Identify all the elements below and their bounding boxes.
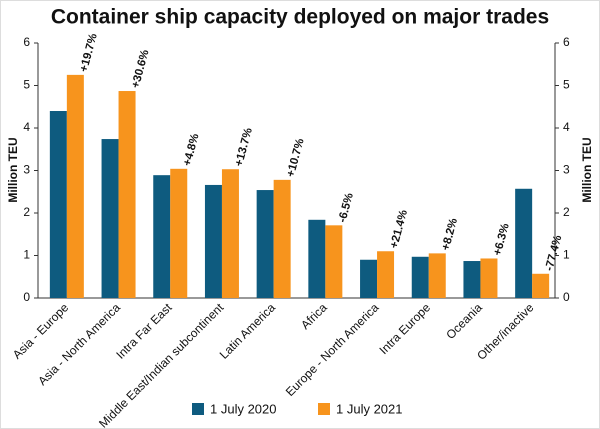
bar — [360, 259, 378, 298]
annotation: +10.7% — [285, 137, 307, 178]
bar — [428, 253, 446, 298]
x-tick-label: Latin America — [217, 300, 279, 362]
annotation: +4.8% — [181, 132, 201, 167]
chart-title: Container ship capacity deployed on majo… — [51, 6, 549, 29]
annotation: +13.7% — [233, 127, 255, 168]
y-tick-label: 0 — [23, 290, 30, 304]
y-axis-label: Million TEU — [6, 137, 20, 202]
y2-tick-label: 6 — [563, 35, 570, 49]
x-tick-label: Oceania — [443, 300, 485, 342]
y-tick-label: 2 — [23, 205, 30, 219]
y2-tick-label: 5 — [563, 78, 570, 92]
annotation: -77.4% — [543, 234, 564, 272]
y2-tick-label: 3 — [563, 163, 570, 177]
bar — [480, 258, 498, 298]
bar — [204, 184, 222, 298]
bar — [170, 168, 188, 298]
annotation: +19.7% — [78, 32, 100, 73]
legend-swatch — [192, 403, 204, 415]
y2-axis-label: Million TEU — [580, 137, 594, 202]
bar — [49, 111, 67, 298]
y-tick-label: 4 — [23, 120, 30, 134]
x-tick-label: Africa — [298, 300, 330, 332]
annotation: +21.4% — [388, 209, 410, 250]
annotation: +6.3% — [492, 222, 512, 257]
bar — [515, 188, 533, 298]
bar — [66, 74, 84, 298]
y2-tick-label: 0 — [563, 290, 570, 304]
x-tick-label: Europe - North America — [283, 300, 382, 399]
y-tick-label: 5 — [23, 78, 30, 92]
bar — [118, 91, 136, 299]
bar — [221, 169, 239, 298]
legend-label: 1 July 2020 — [210, 401, 277, 416]
bar — [273, 179, 291, 298]
bar — [325, 225, 343, 298]
bar — [532, 273, 550, 298]
y2-tick-label: 2 — [563, 205, 570, 219]
bar — [256, 190, 274, 298]
y2-tick-label: 4 — [563, 120, 570, 134]
annotation: +8.2% — [440, 217, 460, 252]
bar — [377, 251, 395, 298]
x-tick-label: Intra Europe — [377, 300, 434, 357]
legend-label: 1 July 2021 — [336, 401, 403, 416]
annotation: -6.5% — [337, 192, 356, 224]
bar — [308, 219, 326, 298]
legend-swatch — [318, 403, 330, 415]
y-tick-label: 6 — [23, 35, 30, 49]
bar — [411, 256, 429, 298]
bar — [101, 139, 119, 298]
annotation: +30.6% — [130, 48, 152, 89]
y-tick-label: 3 — [23, 163, 30, 177]
y-tick-label: 1 — [23, 248, 30, 262]
y2-tick-label: 1 — [563, 248, 570, 262]
bar — [153, 175, 171, 298]
bar — [463, 261, 481, 298]
